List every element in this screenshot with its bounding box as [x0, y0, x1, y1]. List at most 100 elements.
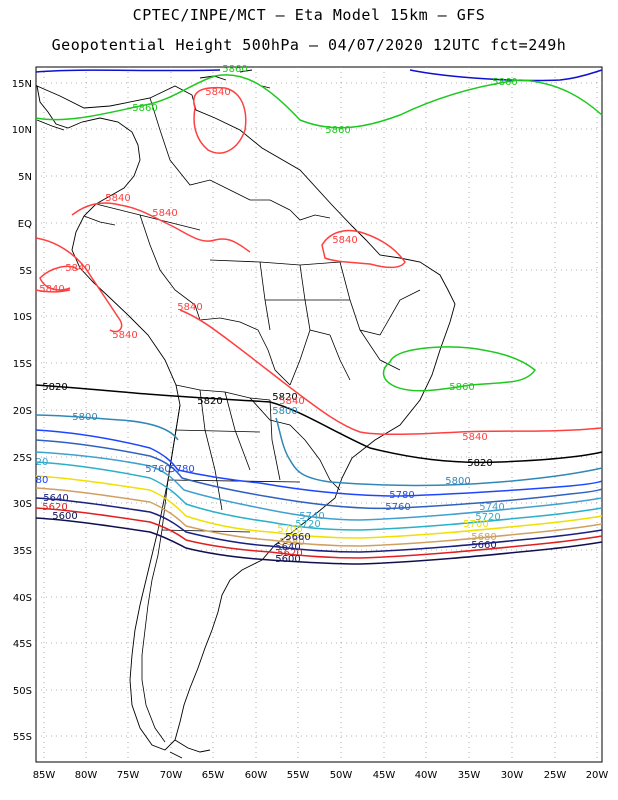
- border-colombia-peru: [95, 203, 201, 231]
- contour-line-5620: [35, 507, 603, 559]
- axis-labels: 85W 80W 75W 70W 65W 60W 55W 50W 45W 40W 35W 30W 25W 2…: [12, 79, 609, 781]
- contour-label: 5620: [277, 548, 302, 559]
- contour-label: 5740: [479, 502, 504, 513]
- contour-label: 5860: [132, 103, 157, 114]
- contour-line-5860: [35, 74, 603, 129]
- contour-line-5840: [193, 86, 247, 154]
- contour-label: 5620: [42, 502, 67, 513]
- lon-tick-label: 65W: [202, 770, 225, 781]
- contour-label: 5720: [475, 512, 500, 523]
- contour-line-5820: [35, 384, 603, 464]
- lat-tick-label: 5N: [18, 172, 32, 183]
- contour-label: 5840: [39, 284, 64, 295]
- contour-label: 5840: [205, 87, 230, 98]
- lat-tick-label: EQ: [18, 219, 32, 230]
- contour-line-5660: [35, 497, 603, 553]
- central-america-coast: [36, 119, 65, 131]
- border-paraguay: [249, 397, 306, 441]
- contour-label: 5780: [389, 490, 414, 501]
- contour-line-5760: [35, 439, 603, 510]
- lat-tick-label: 55S: [13, 732, 32, 743]
- contour-label: 5820: [197, 396, 222, 407]
- border-brazil-bolivia: [199, 317, 291, 386]
- contour-line-5780: [35, 429, 603, 497]
- contour-label: 5820: [467, 458, 492, 469]
- lat-tick-label: 50S: [13, 686, 32, 697]
- contour-label: 5840: [279, 396, 304, 407]
- contour-label: 5760: [385, 502, 410, 513]
- contour-line-5840: [179, 309, 603, 436]
- lon-tick-label: 20W: [586, 770, 609, 781]
- south-america-coast: [36, 85, 456, 751]
- contour-label: 5800: [272, 406, 297, 417]
- lon-tick-label: 80W: [75, 770, 98, 781]
- brazil-states: [209, 259, 421, 386]
- contour-label: 80: [36, 475, 49, 486]
- contour-label: 5780: [169, 464, 194, 475]
- contour-label: 20: [36, 457, 49, 468]
- lat-tick-label: 40S: [13, 593, 32, 604]
- contour-label: 5840: [112, 330, 137, 341]
- border-guianas: [289, 209, 331, 221]
- contour-label: 5700: [277, 524, 302, 535]
- lon-tick-label: 55W: [287, 770, 310, 781]
- contour-label: 5840: [332, 235, 357, 246]
- contour-label: 5660: [285, 532, 310, 543]
- lon-tick-label: 60W: [245, 770, 268, 781]
- lon-tick-label: 25W: [544, 770, 567, 781]
- lon-tick-label: 30W: [501, 770, 524, 781]
- contour-label: 5820: [42, 382, 67, 393]
- lon-tick-label: 75W: [117, 770, 140, 781]
- contour-line-5720: [35, 461, 603, 531]
- lon-tick-label: 70W: [160, 770, 183, 781]
- argentina-provinces: [161, 389, 301, 533]
- contour-line-5700: [35, 475, 603, 539]
- contour-line-5840: [35, 237, 123, 333]
- contour-label: 5840: [177, 302, 202, 313]
- lat-tick-label: 20S: [13, 406, 32, 417]
- contour-label: 5860: [492, 77, 517, 88]
- contour-lines: [35, 69, 603, 565]
- contour-labels: 5860586058605860586058405840584058405840…: [36, 64, 518, 565]
- border-colombia-venezuela: [149, 97, 291, 211]
- contour-label: 5840: [152, 208, 177, 219]
- contour-label: 5800: [445, 476, 470, 487]
- lat-tick-label: 15S: [13, 359, 32, 370]
- contour-label: 5600: [52, 511, 77, 522]
- lon-tick-label: 85W: [33, 770, 56, 781]
- contour-label: 5640: [275, 542, 300, 553]
- contour-label: 5820: [272, 392, 297, 403]
- lat-tick-label: 15N: [12, 79, 32, 90]
- contour-line-5840: [71, 202, 251, 253]
- contour-label: 5840: [65, 263, 90, 274]
- contour-label: 5660: [471, 540, 496, 551]
- lon-tick-label: 35W: [458, 770, 481, 781]
- lat-lon-grid: [36, 67, 602, 762]
- lat-tick-label: 5S: [19, 266, 32, 277]
- lat-tick-label: 10N: [12, 125, 32, 136]
- map-subtitle: Geopotential Height 500hPa – 04/07/2020 …: [51, 36, 567, 54]
- contour-line-top_blue: [35, 69, 603, 82]
- contour-label: 5840: [105, 193, 130, 204]
- contour-label: 5860: [222, 64, 247, 75]
- contour-line-5840: [321, 229, 406, 269]
- lat-tick-label: 35S: [13, 546, 32, 557]
- lon-tick-label: 40W: [415, 770, 438, 781]
- lat-tick-label: 30S: [13, 499, 32, 510]
- contour-label: 5600: [275, 554, 300, 565]
- contour-line-5860: [382, 346, 537, 392]
- contour-label: 5680: [471, 532, 496, 543]
- coastlines: [36, 69, 456, 759]
- contour-label: 5680: [279, 537, 304, 548]
- tierra-del-fuego: [169, 739, 211, 759]
- contour-label: 5860: [325, 125, 350, 136]
- lon-tick-label: 50W: [330, 770, 353, 781]
- contour-label: 5740: [299, 511, 324, 522]
- contour-label: 5720: [295, 519, 320, 530]
- contour-label: 5840: [462, 432, 487, 443]
- map-title: CPTEC/INPE/MCT – Eta Model 15km – GFS: [132, 6, 486, 24]
- contour-label: 5700: [463, 519, 488, 530]
- lat-tick-label: 45S: [13, 639, 32, 650]
- lat-tick-label: 25S: [13, 453, 32, 464]
- contour-label: 5800: [72, 412, 97, 423]
